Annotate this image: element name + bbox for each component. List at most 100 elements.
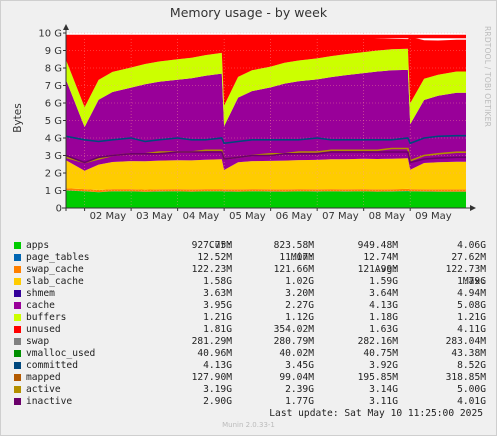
legend-cur: 3.19G [203, 384, 232, 395]
y-tick-label: 7 G [45, 81, 62, 92]
grid-layer [66, 32, 466, 208]
legend-avg: 949.48M [357, 240, 398, 251]
legend-max: 8.52G [457, 360, 486, 371]
legend-avg: 1.59G [369, 276, 398, 287]
legend-row: buffers 1.21G 1.12G 1.18G 1.21G [12, 312, 492, 324]
x-tick-label: 07 May [322, 211, 359, 222]
legend-cur: 3.95G [203, 300, 232, 311]
legend-avg: 3.14G [369, 384, 398, 395]
area-cache [66, 69, 466, 171]
legend-cur: 927.75M [191, 240, 232, 251]
legend-table: Cur: Min: Avg: Max: apps 927.75M 823.58M 94… [12, 228, 492, 408]
legend-row: swap_cache 122.23M 121.66M 121.99M 122.73M [12, 264, 492, 276]
header-cur: Cur: [208, 240, 232, 251]
legend-min: 99.04M [279, 372, 314, 383]
last-update: Last update: Sat May 10 11:25:00 2025 [269, 408, 483, 419]
y-axis-arrow [63, 24, 69, 30]
legend-max: 283.04M [445, 336, 486, 347]
legend-min: 2.39G [285, 384, 314, 395]
legend-max: 43.38M [451, 348, 486, 359]
legend-name: buffers [26, 312, 67, 323]
legend-max: 4.11G [457, 324, 486, 335]
y-tick-label: 1 G [45, 186, 62, 197]
legend-avg: 12.74M [363, 252, 398, 263]
legend-min: 3.45G [285, 360, 314, 371]
legend-swatch [14, 290, 21, 297]
legend-name: slab_cache [26, 276, 84, 287]
legend-cur: 40.96M [197, 348, 232, 359]
legend-row: committed 4.13G 3.45G 3.92G 8.52G [12, 360, 492, 372]
legend-swatch [14, 350, 21, 357]
legend-row: swap 281.29M 280.79M 282.16M 283.04M [12, 336, 492, 348]
y-tick-label: 0 [56, 204, 62, 215]
legend-max: 4.94M [457, 288, 486, 299]
legend-row: apps 927.75M 823.58M 949.48M 4.06G [12, 240, 492, 252]
legend-avg: 1.18G [369, 312, 398, 323]
legend-max: 318.85M [445, 372, 486, 383]
legend-min: 1.12G [285, 312, 314, 323]
y-tick-label: 6 G [45, 99, 62, 110]
legend-swatch [14, 398, 21, 405]
legend-name: swap_cache [26, 264, 84, 275]
legend-swatch [14, 374, 21, 381]
area-buffers [66, 48, 466, 127]
legend-min: 1.77G [285, 396, 314, 407]
legend-max: 122.73M [445, 264, 486, 275]
area-apps [66, 190, 466, 208]
y-tick-label: 3 G [45, 151, 62, 162]
legend-swatch [14, 326, 21, 333]
y-tick-label: 2 G [45, 169, 62, 180]
legend-min: 354.02M [273, 324, 314, 335]
area-swap-cache [66, 188, 466, 193]
legend-row: inactive 2.90G 1.77G 3.11G 4.01G [12, 396, 492, 408]
legend-min: 40.02M [279, 348, 314, 359]
legend-cur: 3.63M [203, 288, 232, 299]
x-axis-arrow [470, 205, 476, 211]
area-unused [66, 34, 466, 108]
line-committed [65, 134, 466, 145]
legend-max: 4.06G [457, 240, 486, 251]
legend-max: 1.79G [457, 276, 486, 287]
legend-avg: 121.99M [357, 264, 398, 275]
legend-swatch [14, 278, 21, 285]
legend-cur: 1.81G [203, 324, 232, 335]
header-min: Min: [290, 252, 314, 263]
x-tick-label: 09 May [415, 211, 452, 222]
legend-max: 5.00G [457, 384, 486, 395]
legend-cur: 122.23M [191, 264, 232, 275]
x-tick-labels: 02 May 03 May 04 May 05 May 06 May 07 May 08 M… [84, 208, 452, 222]
legend-row: cache 3.95G 2.27G 4.13G 5.08G [12, 300, 492, 312]
y-tick-label: 10 G [38, 29, 62, 40]
legend-row: page_tables 12.52M 11.07M 12.74M 27.62M [12, 252, 492, 264]
area-slab-cache [66, 158, 466, 190]
legend-row: mapped 127.90M 99.04M 195.85M 318.85M [12, 372, 492, 384]
legend-swatch [14, 314, 21, 321]
legend-name: apps [26, 240, 50, 251]
legend-max: 27.62M [451, 252, 486, 263]
legend-min: 1.02G [285, 276, 314, 287]
legend-swatch [14, 338, 21, 345]
legend-min: 121.66M [273, 264, 314, 275]
legend-name: inactive [26, 396, 73, 407]
x-tick-label: 05 May [229, 211, 266, 222]
legend-name: cache [26, 300, 55, 311]
legend-max: 1.21G [457, 312, 486, 323]
y-tick-label: 4 G [45, 134, 62, 145]
legend-cur: 127.90M [191, 372, 232, 383]
legend-header-row: Cur: Min: Avg: Max: [12, 228, 492, 287]
legend-avg: 40.75M [363, 348, 398, 359]
x-tick-label: 02 May [90, 211, 127, 222]
x-tick-label: 08 May [369, 211, 406, 222]
legend-avg: 195.85M [357, 372, 398, 383]
legend-min: 2.27G [285, 300, 314, 311]
legend-swatch [14, 386, 21, 393]
legend-avg: 282.16M [357, 336, 398, 347]
legend-swatch [14, 266, 21, 273]
x-tick-label: 04 May [183, 211, 220, 222]
legend-name: mapped [26, 372, 61, 383]
area-series-layer [66, 34, 466, 208]
legend-swatch [14, 302, 21, 309]
x-tick-label: 06 May [276, 211, 313, 222]
legend-avg: 3.11G [369, 396, 398, 407]
y-tick-label: 9 G [45, 46, 62, 57]
